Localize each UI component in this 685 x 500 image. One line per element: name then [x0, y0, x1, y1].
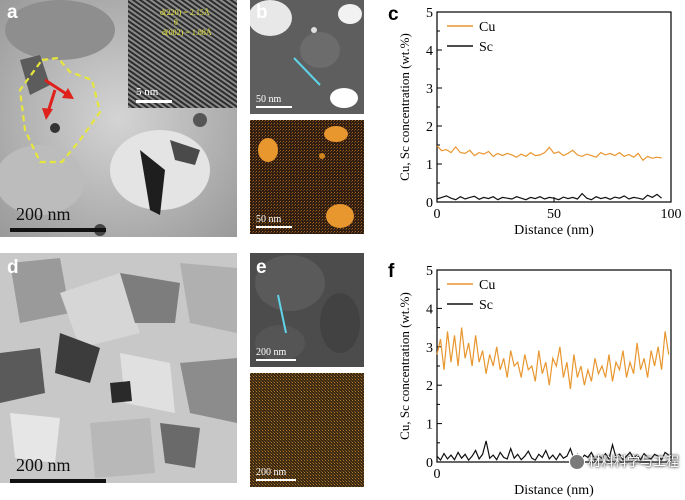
x-axis-label: Distance (nm)	[514, 223, 594, 238]
panel-f-line-chart: 0 1 2 3 4 5 0 Distance (nm) Cu, Sc concentration…	[397, 264, 672, 498]
y-tick-label: 0	[426, 196, 433, 211]
panel-e-cu-map	[250, 373, 364, 487]
legend-label-cu: Cu	[479, 20, 495, 35]
arrow-1	[44, 78, 69, 97]
y-tick-label: 0	[426, 456, 433, 471]
wechat-logo-icon	[568, 454, 585, 470]
y-tick-label: 1	[426, 158, 433, 173]
y-tick-label: 4	[426, 302, 433, 317]
panel-b-stem-image: 50 nm	[250, 0, 364, 114]
legend-label-sc: Sc	[479, 298, 493, 313]
y-tick-label: 3	[426, 82, 433, 97]
panel-d-scale-bar: 200 nm	[10, 455, 110, 485]
y-tick-label: 1	[426, 418, 433, 433]
legend-label-cu: Cu	[479, 278, 495, 293]
panel-b-eds-map: 50 nm	[250, 120, 364, 234]
panel-label-b: b	[256, 2, 268, 23]
inset-scale-bar: 5 nm	[136, 86, 176, 106]
panel-d-micrograph	[0, 253, 237, 483]
inset-annotation-theta: θ	[174, 18, 178, 27]
series-line-cu	[436, 327, 670, 390]
y-tick-label: 2	[426, 379, 433, 394]
panel-label-d: d	[7, 257, 19, 278]
panel-label-c: c	[388, 4, 399, 25]
plot-frame	[436, 11, 672, 203]
panel-b-bottom-scale-bar: 50 nm	[256, 214, 296, 232]
x-tick-label: 0	[434, 207, 441, 222]
panel-e-bottom-scale-bar: 200 nm	[256, 467, 306, 485]
y-tick-label: 3	[426, 341, 433, 356]
series-line-sc	[436, 192, 662, 201]
panel-b-micrograph	[250, 0, 364, 114]
panel-b-cu-map	[250, 120, 364, 234]
panel-label-a: a	[7, 2, 18, 23]
panel-a-hrtem-inset: d(220) = 2.15Å θ d(002) = 1.88Å 5 nm	[128, 0, 237, 108]
series-line-cu	[436, 145, 662, 162]
lattice-fringes	[128, 0, 237, 108]
panel-label-e: e	[256, 257, 267, 278]
x-tick-label: 100	[661, 207, 682, 222]
panel-label-f: f	[388, 261, 395, 282]
inset-annotation-d220: d(220) = 2.15Å	[160, 8, 210, 17]
x-tick-label: 0	[434, 467, 441, 482]
line-scan-marker	[277, 294, 287, 334]
panel-e-stem-image: 200 nm	[250, 253, 364, 367]
panel-a-scale-bar: 200 nm	[10, 204, 110, 234]
grain-highlight-outline	[18, 56, 102, 164]
watermark: 材料科学与工程	[568, 451, 679, 470]
x-tick-label: 50	[547, 207, 561, 222]
arrow-2	[46, 89, 57, 113]
y-axis-label: Cu, Sc concentration (wt.%)	[397, 33, 412, 181]
panel-d-tem-image	[0, 253, 237, 483]
y-axis-label: Cu, Sc concentration (wt.%)	[397, 292, 412, 440]
panel-b-top-scale-bar: 50 nm	[256, 94, 296, 112]
panel-e-eds-map: 200 nm	[250, 373, 364, 487]
y-tick-label: 2	[426, 120, 433, 135]
series-line-sc	[436, 440, 670, 462]
panel-e-micrograph	[250, 253, 364, 367]
legend-label-sc: Sc	[479, 40, 493, 55]
inset-annotation-d002: d(002) = 1.88Å	[162, 28, 212, 37]
line-scan-marker	[293, 57, 321, 86]
panel-e-top-scale-bar: 200 nm	[256, 347, 306, 365]
x-axis-label: Distance (nm)	[514, 483, 594, 498]
y-tick-label: 5	[426, 264, 433, 279]
y-tick-label: 5	[426, 6, 433, 21]
y-tick-label: 4	[426, 44, 433, 59]
